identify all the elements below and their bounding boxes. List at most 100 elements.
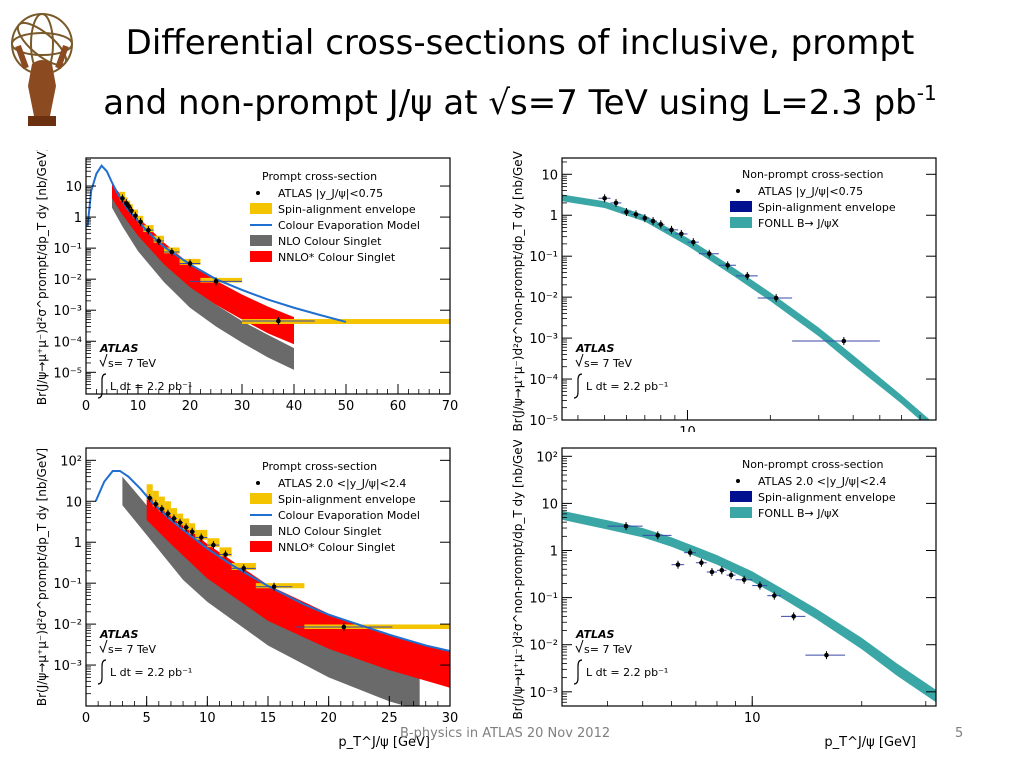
atlas-energy-label: s= 7 TeV — [108, 643, 157, 656]
x-tick-label: 40 — [286, 399, 303, 414]
plot-frame — [561, 157, 937, 421]
atlas-energy-label: s= 7 TeV — [108, 357, 157, 370]
data-point — [271, 584, 277, 589]
data-point — [675, 562, 681, 567]
data-point — [699, 560, 704, 566]
x-tick-label: 20 — [182, 399, 199, 414]
legend-label: NLO Colour Singlet — [278, 525, 382, 538]
atlas-label: ATLAS — [575, 628, 614, 641]
y-tick-label: 10⁻¹ — [529, 592, 558, 607]
data-point — [687, 550, 693, 555]
data-point — [213, 279, 219, 284]
legend-label: Colour Evaporation Model — [278, 219, 420, 232]
legend-box — [250, 251, 272, 262]
y-tick-label: 1 — [74, 536, 82, 551]
y-tick-label: 10⁻⁴ — [529, 373, 558, 388]
y-axis-label: Br(J/ψ→μ⁺μ⁻)d²σ^prompt/dp_T dy [nb/GeV] — [35, 150, 49, 405]
legend-marker — [736, 189, 740, 193]
plot-area — [562, 510, 936, 703]
data-point — [706, 251, 712, 257]
y-axis-label: Br(J/ψ→μ⁺μ⁻)d²σ^non-prompt/dp_T dy [nb/G… — [511, 150, 525, 432]
spin-envelope-box — [255, 583, 305, 589]
spin-envelope-box — [158, 496, 165, 512]
data-point — [824, 652, 829, 658]
y-tick-label: 10 — [541, 497, 558, 512]
x-tick-label: 10 — [744, 711, 761, 726]
data-point — [147, 495, 152, 501]
title-line-2: and non-prompt J/ψ at √s=7 TeV using L=2… — [103, 83, 917, 123]
legend-box — [730, 217, 752, 228]
x-tick-label: 10 — [199, 711, 216, 726]
legend-title: Non-prompt cross-section — [742, 458, 884, 471]
plot-frame — [85, 157, 451, 395]
data-point — [223, 552, 228, 557]
x-tick-label: 0 — [82, 711, 90, 726]
y-tick-label: 1 — [550, 545, 558, 560]
atlas-energy-label: s= 7 TeV — [584, 643, 633, 656]
data-point — [642, 215, 648, 221]
legend-marker — [256, 191, 260, 195]
legend-box — [250, 493, 272, 504]
data-point — [841, 338, 847, 344]
y-tick-label: 10⁻³ — [529, 332, 558, 347]
legend-label: ATLAS 2.0 <|y_J/ψ|<2.4 — [278, 477, 406, 490]
y-tick-label: 10⁻¹ — [53, 242, 82, 257]
legend-label: ATLAS 2.0 <|y_J/ψ|<2.4 — [758, 475, 886, 488]
data-point — [171, 516, 177, 521]
integral-icon — [573, 373, 583, 399]
y-tick-label: 10⁻¹ — [53, 577, 82, 592]
atlas-lumi-label: L dt = 2.2 pb⁻¹ — [110, 666, 192, 679]
plot-area — [562, 194, 931, 420]
data-point — [719, 567, 725, 573]
data-point — [773, 295, 779, 301]
legend-label: Spin-alignment envelope — [278, 203, 416, 216]
legend-label: NNLO* Colour Singlet — [278, 541, 396, 554]
y-tick-label: 10⁻² — [529, 291, 558, 306]
legend-title: Prompt cross-section — [262, 460, 377, 473]
legend-box — [730, 201, 752, 212]
integral-icon — [573, 659, 583, 685]
integral-icon — [97, 659, 107, 685]
data-point — [241, 566, 247, 571]
y-tick-label: 10 — [541, 168, 558, 183]
y-tick-label: 10⁻³ — [529, 686, 558, 701]
legend-title: Non-prompt cross-section — [742, 168, 884, 181]
plot-frame — [561, 447, 937, 707]
data-point — [691, 239, 696, 245]
data-point — [669, 227, 674, 233]
data-point — [791, 614, 796, 619]
legend-box — [250, 541, 272, 552]
x-axis-label: p_T^J/ψ [GeV] — [824, 735, 916, 750]
legend-label: NNLO* Colour Singlet — [278, 251, 396, 264]
chart-prompt-central: 10 1 10⁻¹ 10⁻² 10⁻³ 10⁻⁴ 10⁻⁵ 0 10 20 30 40 50 60 70 Br… — [34, 150, 460, 432]
fonll-band — [562, 194, 931, 420]
atlas-label: ATLAS — [575, 342, 614, 355]
slide-title: Differential cross-sections of inclusive… — [70, 18, 970, 128]
y-tick-label: 10⁻⁵ — [53, 366, 82, 381]
legend-label: ATLAS |y_J/ψ|<0.75 — [278, 187, 383, 200]
data-point — [187, 261, 193, 266]
y-tick-label: 10⁻³ — [53, 659, 82, 674]
y-tick-label: 10⁻⁴ — [53, 335, 82, 350]
atlas-logo-icon — [11, 13, 73, 126]
y-tick-label: 10⁻¹ — [529, 250, 558, 265]
y-tick-label: 10² — [536, 450, 558, 465]
data-point — [613, 200, 619, 206]
data-point — [745, 273, 750, 279]
x-tick-label: 70 — [442, 399, 459, 414]
data-point — [725, 262, 730, 268]
legend-title: Prompt cross-section — [262, 170, 377, 183]
data-point — [146, 227, 151, 233]
data-point — [153, 501, 159, 507]
chart-prompt-forward: 10² 10 1 10⁻¹ 10⁻² 10⁻³ 0 5 10 15 20 25 30 Br(J/ψ→μ⁺μ… — [34, 440, 460, 750]
legend-box — [730, 507, 752, 518]
sqrt-icon — [575, 639, 584, 654]
y-tick-label: 10⁻² — [529, 639, 558, 654]
sqrt-icon — [99, 639, 108, 654]
data-point — [124, 200, 129, 206]
y-tick-label: 10⁻⁵ — [529, 414, 558, 429]
nnlo-band — [146, 492, 450, 688]
sqrt-icon — [575, 353, 584, 368]
x-tick-label: 20 — [320, 711, 337, 726]
data-point — [276, 318, 281, 324]
